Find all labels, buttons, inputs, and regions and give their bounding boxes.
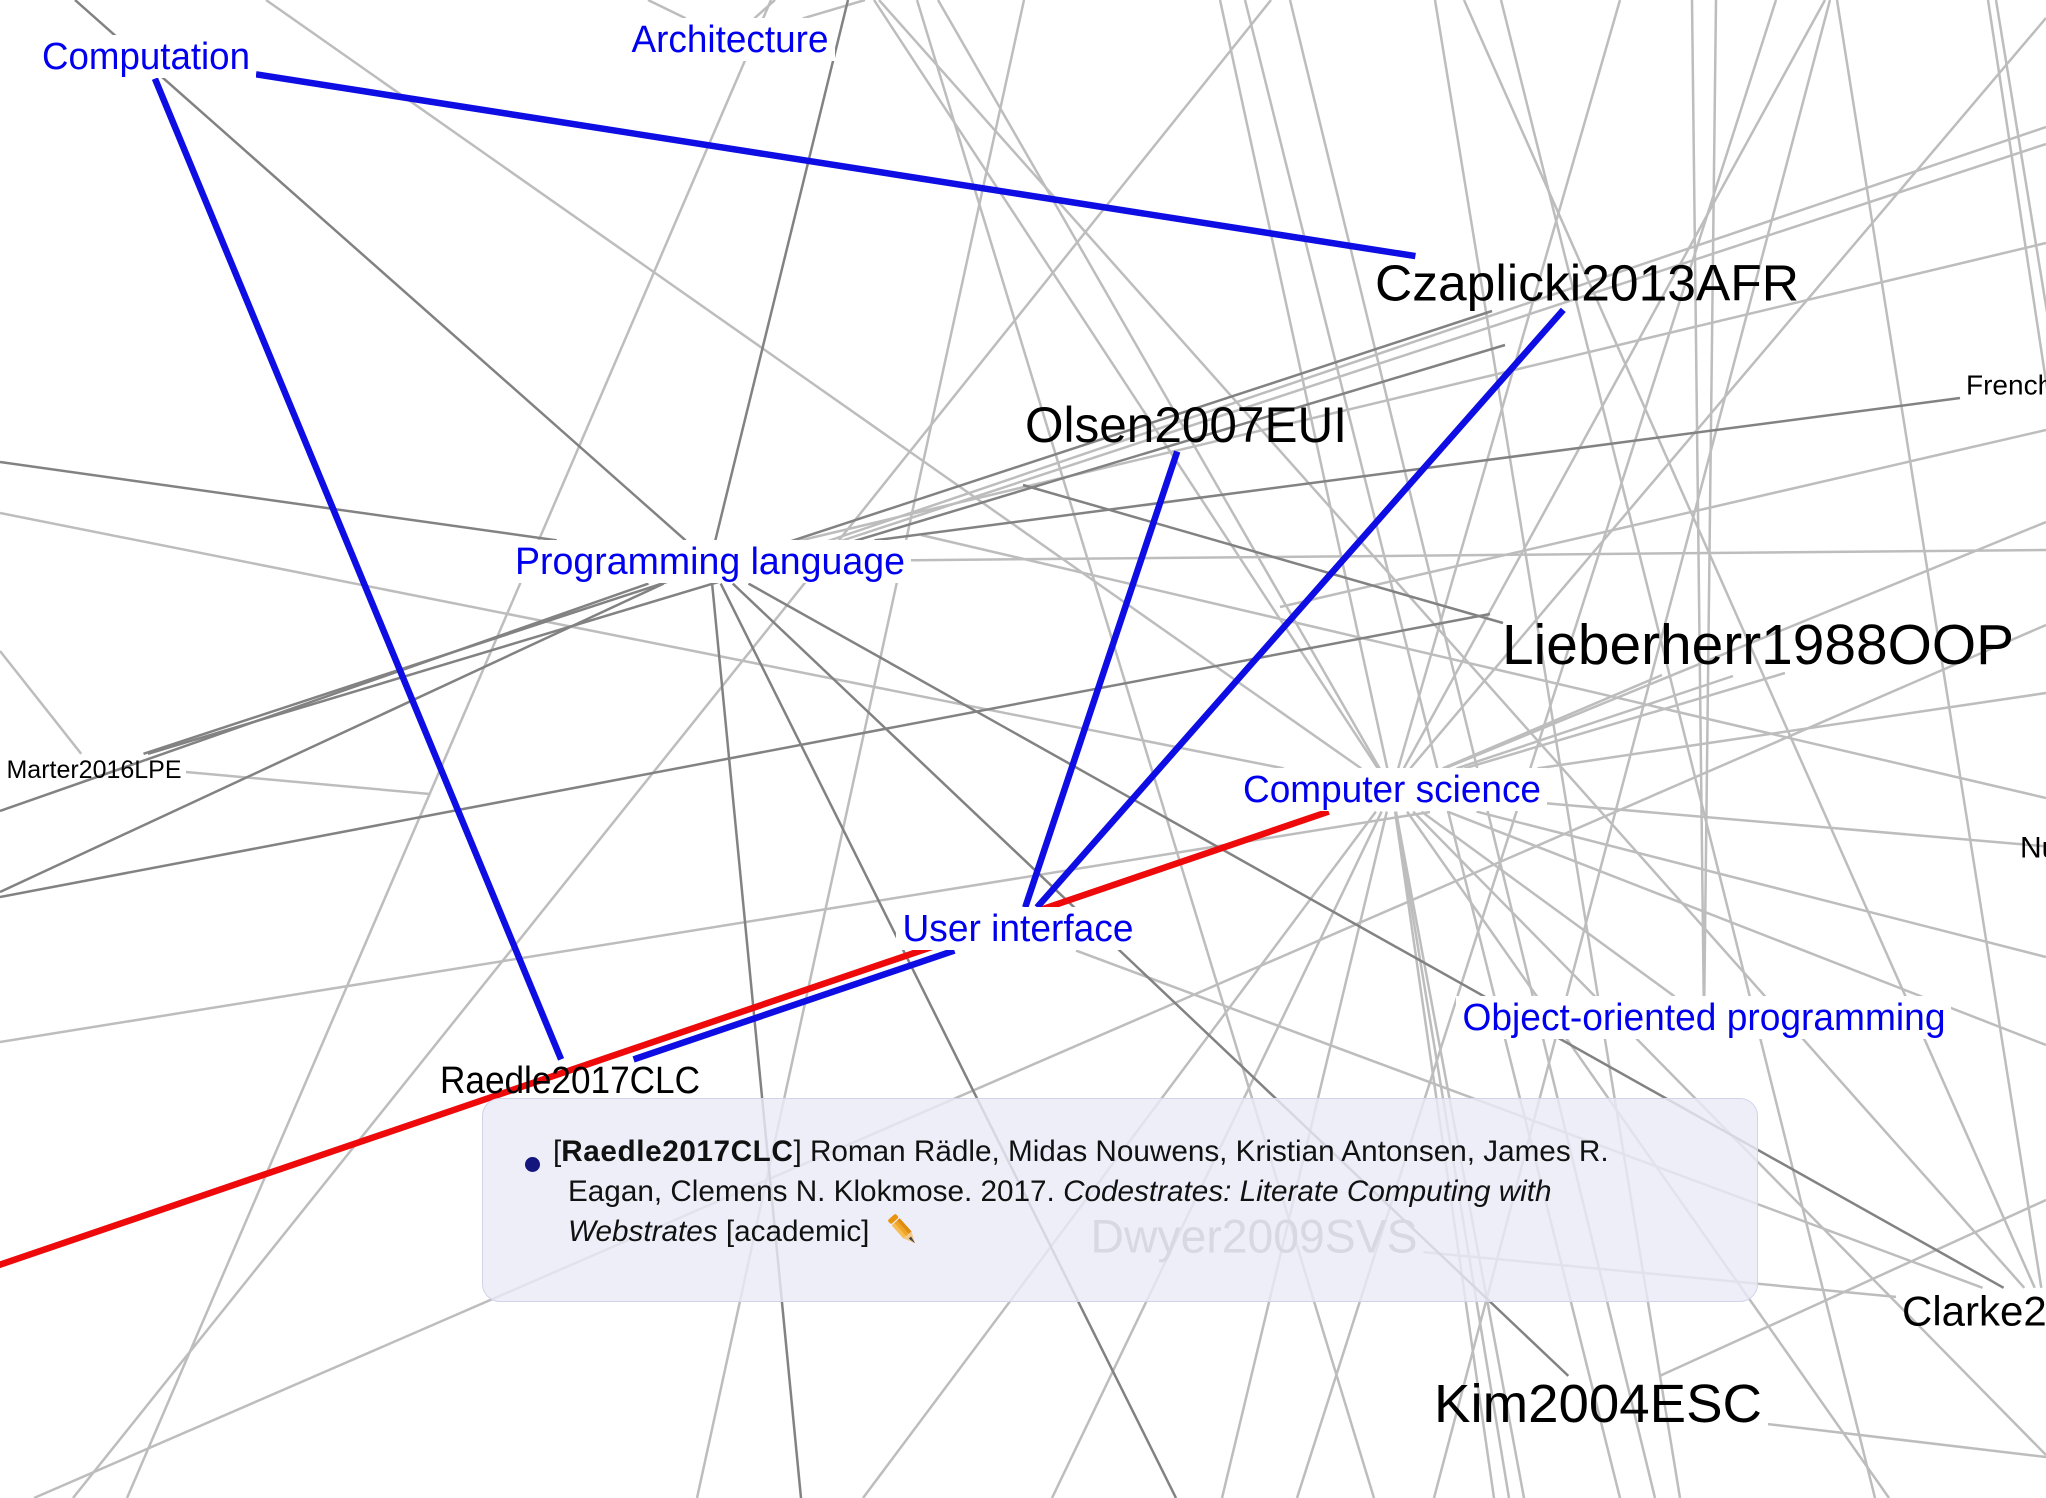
- svg-text:Kim2004ESC: Kim2004ESC: [1434, 1374, 1762, 1434]
- svg-text:Object-oriented programming: Object-oriented programming: [1463, 997, 1946, 1039]
- svg-text:Lieberherr1988OOP: Lieberherr1988OOP: [1502, 613, 2014, 677]
- svg-text:Clarke2013SDP: Clarke2013SDP: [1902, 1288, 2046, 1335]
- svg-text:Olsen2007EUI: Olsen2007EUI: [1025, 397, 1347, 453]
- svg-text:Czaplicki2013AFR: Czaplicki2013AFR: [1375, 255, 1799, 312]
- svg-text:French2015IAD: French2015IAD: [1966, 370, 2046, 401]
- svg-text:Architecture: Architecture: [632, 19, 829, 61]
- svg-text:Number2000AAA: Number2000AAA: [2020, 832, 2046, 865]
- svg-text:Raedle2017CLC: Raedle2017CLC: [440, 1060, 700, 1102]
- svg-text:Computation: Computation: [42, 36, 250, 78]
- svg-text:Marter2016LPE: Marter2016LPE: [7, 756, 182, 784]
- svg-text:Programming language: Programming language: [515, 541, 905, 583]
- svg-text:Computer science: Computer science: [1243, 769, 1541, 811]
- svg-text:User interface: User interface: [903, 908, 1134, 950]
